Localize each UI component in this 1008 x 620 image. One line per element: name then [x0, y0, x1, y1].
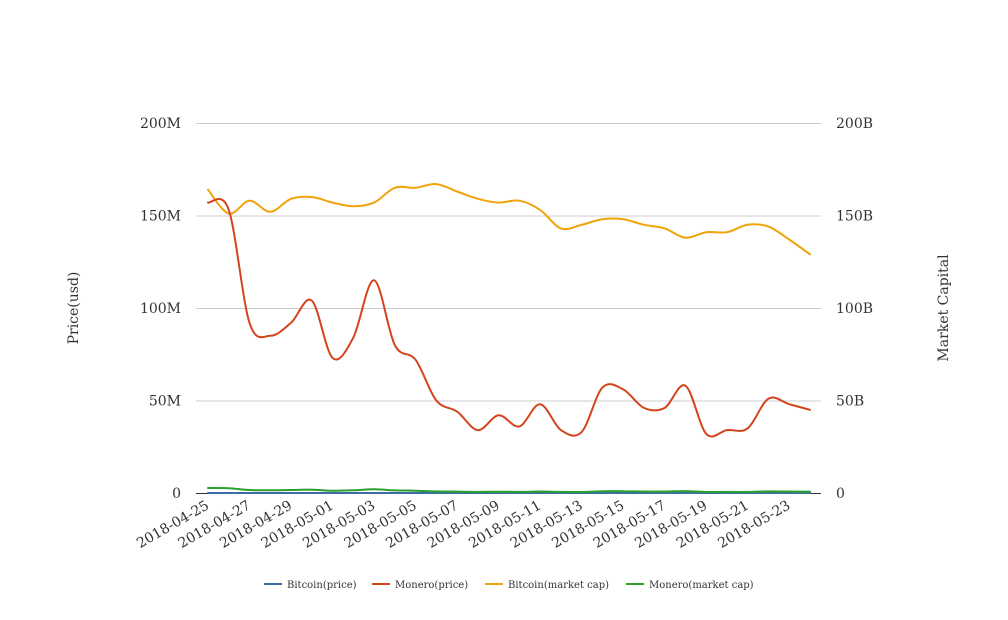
- y2-tick-label: 100B: [836, 301, 873, 317]
- y2-tick-label: 150B: [836, 209, 873, 225]
- legend-item[interactable]: Bitcoin(price): [264, 580, 357, 591]
- legend-label: Monero(market cap): [649, 580, 754, 591]
- x-axis-ticks: 2018-04-252018-04-272018-04-292018-05-01…: [134, 498, 793, 552]
- y2-tick-label: 0: [836, 486, 845, 502]
- y2-axis-ticks: 0 50B 100B 150B 200B: [836, 116, 873, 502]
- y-axis-title: Price(usd): [66, 272, 82, 345]
- legend-item[interactable]: Monero(price): [372, 580, 468, 591]
- y-tick-label: 0: [172, 486, 181, 502]
- y-tick-label: 150M: [140, 209, 181, 225]
- y-tick-label: 200M: [140, 116, 181, 132]
- legend[interactable]: Bitcoin(price) Monero(price) Bitcoin(marke…: [264, 580, 754, 591]
- series-line-monero-market-cap: [207, 486, 811, 494]
- legend-label: Bitcoin(price): [287, 580, 357, 591]
- y-axis-ticks: 0 50M 100M 150M 200M: [140, 116, 181, 502]
- y-tick-label: 100M: [140, 301, 181, 317]
- legend-label: Bitcoin(market cap): [508, 580, 609, 591]
- legend-label: Monero(price): [395, 580, 468, 591]
- series-lines: [207, 183, 811, 495]
- legend-item[interactable]: Bitcoin(market cap): [485, 580, 609, 591]
- y2-axis-title: Market Capital: [936, 254, 952, 362]
- y2-tick-label: 200B: [836, 116, 873, 132]
- legend-item[interactable]: Monero(market cap): [626, 580, 754, 591]
- y-tick-label: 50M: [149, 394, 181, 410]
- series-line-monero-price: [207, 198, 811, 438]
- grid-lines: [196, 123, 821, 402]
- y2-tick-label: 50B: [836, 394, 864, 410]
- series-line-bitcoin-market-cap: [207, 183, 811, 256]
